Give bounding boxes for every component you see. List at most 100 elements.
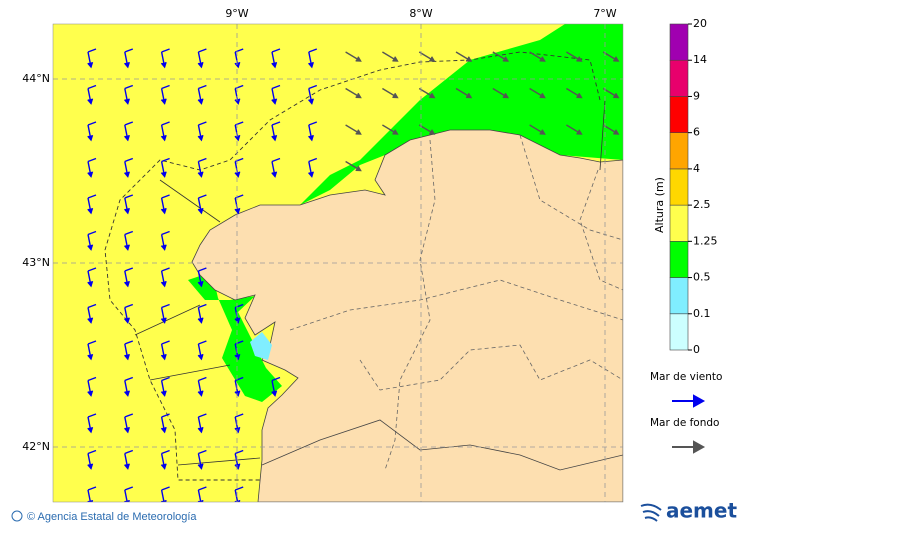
arrow-head (87, 98, 94, 105)
arrow-barb (161, 486, 170, 491)
arrow-head (308, 62, 314, 69)
arrow-barb (87, 486, 97, 491)
arrow-head (308, 98, 314, 105)
arrow-head (197, 208, 204, 215)
arrow-head (355, 56, 362, 62)
arrow-barb (161, 157, 170, 163)
arrow-head (197, 427, 204, 434)
arrow-head (197, 500, 204, 502)
arrow-barb (271, 121, 281, 126)
arrow-head (87, 171, 94, 178)
colorbar-title: Altura (m) (653, 177, 666, 233)
arrow (308, 48, 318, 69)
arrow-barb (87, 449, 97, 455)
arrow-head (234, 208, 241, 215)
arrow-head (197, 354, 204, 361)
arrow (87, 303, 97, 324)
arrow (234, 194, 244, 215)
legend: Mar de viento Mar de fondo (650, 371, 722, 454)
arrow-barb (87, 121, 97, 126)
arrow-barb (234, 48, 244, 53)
arrow-head (429, 92, 436, 99)
arrow-barb (87, 194, 97, 199)
arrow-barb (198, 84, 207, 90)
arrow (308, 121, 318, 142)
arrow-barb (271, 84, 281, 90)
arrow-head (87, 463, 94, 470)
arrow (124, 267, 134, 288)
arrow-head (197, 98, 204, 105)
arrow (566, 124, 583, 135)
arrow-head (160, 171, 167, 178)
colorbar-label: 0.1 (693, 307, 711, 320)
legend-arrow (672, 440, 706, 454)
arrow (197, 194, 207, 215)
arrow-head (160, 427, 167, 434)
arrows (87, 48, 620, 502)
arrow-head (539, 92, 546, 99)
arrow-head (197, 62, 204, 69)
arrow-head (124, 208, 130, 215)
colorbar-label: 14 (693, 53, 707, 66)
arrow-barb (87, 303, 97, 309)
arrow-head (124, 281, 130, 288)
arrow (197, 340, 207, 361)
arrow-head (234, 135, 241, 142)
arrow-barb (271, 48, 281, 53)
colorbar-segment (669, 23, 689, 61)
arrow-head (197, 463, 204, 470)
arrow-barb (124, 48, 134, 53)
arrow (124, 194, 134, 215)
arrow-head (271, 135, 278, 142)
arrow-head (124, 390, 130, 397)
arrow-barb (124, 121, 134, 126)
arrow (160, 48, 170, 69)
arrow-barb (308, 84, 318, 90)
arrow-head (576, 92, 583, 99)
arrow-head (355, 165, 362, 172)
arrow-shaft (234, 489, 239, 502)
arrow-barb (124, 267, 134, 272)
arrow-barb (87, 230, 97, 236)
arrow-head (124, 427, 130, 434)
arrow-head (308, 171, 314, 178)
arrow (124, 121, 134, 142)
arrow-head (355, 92, 362, 99)
arrow-head (124, 463, 130, 470)
arrow-head (160, 98, 167, 105)
arrow-barb (161, 48, 170, 53)
lat-label: 42°N (22, 440, 50, 453)
arrow (455, 87, 473, 99)
arrow-head (392, 92, 399, 99)
arrow-barb (161, 413, 170, 418)
arrow-head (271, 390, 278, 397)
logo-icon (640, 503, 662, 522)
arrow-head (124, 317, 130, 324)
arrow (492, 87, 510, 99)
arrow (382, 124, 399, 135)
arrow-head (160, 354, 167, 361)
arrow-head (502, 92, 510, 99)
logo: aemet (666, 499, 737, 523)
arrow (87, 376, 97, 397)
arrow (529, 124, 546, 135)
arrow (160, 267, 170, 288)
arrow-barb (161, 194, 170, 199)
arrow (418, 51, 436, 62)
arrow-barb (161, 303, 170, 309)
arrow-head (124, 500, 130, 502)
arrow (529, 51, 546, 62)
zone-dividers (134, 99, 606, 466)
arrow (87, 84, 97, 105)
copyright-icon (11, 510, 23, 522)
border (261, 419, 623, 471)
arrow-head (87, 62, 94, 69)
arrow-head (124, 171, 130, 178)
arrow-head (197, 281, 204, 288)
arrow-head (160, 500, 167, 502)
arrow-barb (124, 230, 134, 236)
arrow-barb (198, 413, 207, 418)
colorbar-label: 2.5 (693, 198, 711, 211)
arrow (197, 48, 207, 69)
legend-label: Mar de fondo (650, 417, 719, 429)
